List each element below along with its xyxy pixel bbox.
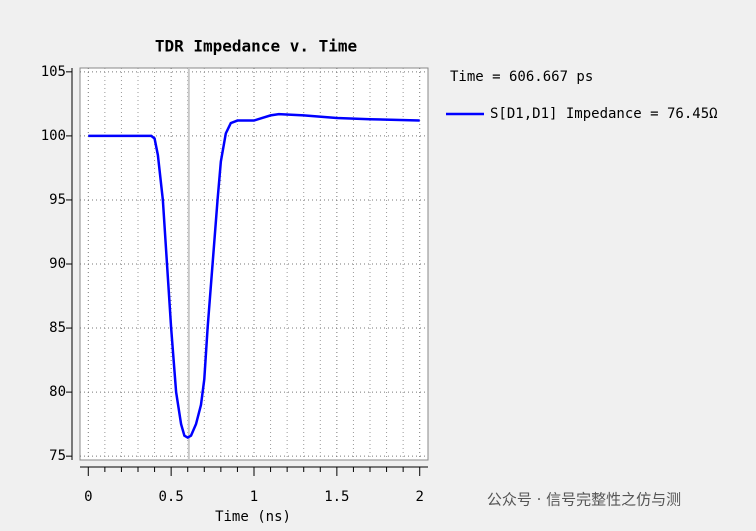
- cursor-label: Time = 606.667 ps: [450, 69, 593, 85]
- y-tick-label: 90: [49, 256, 66, 272]
- chart-title: TDR Impedance v. Time: [155, 37, 357, 56]
- series-line: [88, 112, 420, 440]
- y-tick-label: 105: [41, 64, 66, 80]
- y-tick-label: 95: [49, 192, 66, 208]
- y-tick-label: 85: [49, 320, 66, 336]
- x-axis-label: Time (ns): [215, 509, 291, 525]
- x-tick-label: 1: [250, 489, 258, 505]
- x-tick-label: 0.5: [158, 489, 183, 505]
- x-tick-label: 0: [84, 489, 92, 505]
- x-tick-label: 2: [415, 489, 423, 505]
- y-tick-label: 75: [49, 448, 66, 464]
- y-tick-label: 80: [49, 384, 66, 400]
- watermark: 公众号 · 信号完整性之仿与测: [487, 491, 681, 509]
- y-tick-label: 100: [41, 128, 66, 144]
- legend-label: S[D1,D1] Impedance = 76.45Ω: [490, 106, 718, 122]
- x-tick-label: 1.5: [324, 489, 349, 505]
